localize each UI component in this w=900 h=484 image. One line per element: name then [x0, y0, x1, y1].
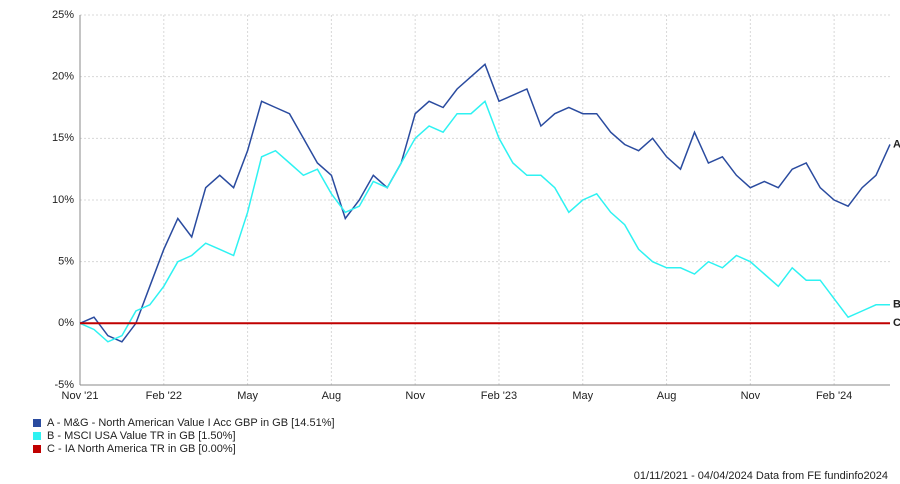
end-label: B — [893, 299, 900, 311]
y-tick-label: 0% — [58, 317, 74, 329]
y-tick-label: 10% — [52, 194, 74, 206]
x-tick-label: Feb '23 — [481, 390, 517, 402]
x-tick-label: Feb '24 — [816, 390, 852, 402]
x-tick-label: Feb '22 — [146, 390, 182, 402]
x-tick-label: Nov — [741, 390, 761, 402]
x-tick-label: Aug — [322, 390, 342, 402]
x-tick-label: May — [237, 390, 258, 402]
x-tick-label: Nov '21 — [62, 390, 99, 402]
end-label: A — [893, 138, 900, 150]
footer: 01/11/2021 - 04/04/2024 Data from FE fun… — [634, 470, 888, 482]
x-tick-label: Nov — [405, 390, 425, 402]
series-line — [79, 63, 891, 343]
legend-swatch — [33, 419, 41, 427]
x-tick-label: Aug — [657, 390, 677, 402]
series-line — [79, 100, 890, 343]
legend-swatch — [33, 432, 41, 440]
end-label: C — [893, 317, 900, 329]
y-tick-label: 20% — [52, 71, 74, 83]
x-tick-label: May — [572, 390, 593, 402]
y-tick-label: 25% — [52, 9, 74, 21]
y-tick-label: 15% — [52, 132, 74, 144]
legend-swatch — [33, 445, 41, 453]
legend-label: A - M&G - North American Value I Acc GBP… — [47, 417, 335, 429]
y-tick-label: -5% — [54, 379, 74, 391]
legend-label: C - IA North America TR in GB [0.00%] — [47, 443, 236, 455]
y-tick-label: 5% — [58, 256, 74, 268]
legend-label: B - MSCI USA Value TR in GB [1.50%] — [47, 430, 236, 442]
